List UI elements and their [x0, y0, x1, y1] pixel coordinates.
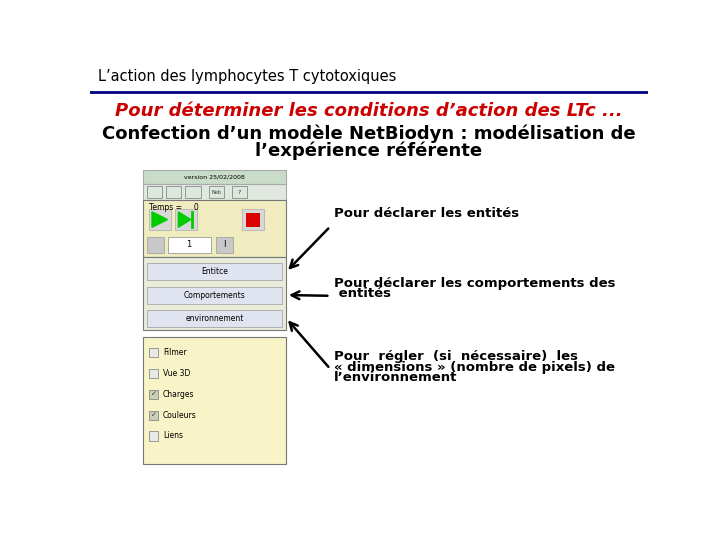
Polygon shape	[152, 212, 168, 227]
Text: Pour déterminer les conditions d’action des LTc ...: Pour déterminer les conditions d’action …	[115, 102, 623, 120]
Text: 1: 1	[186, 240, 192, 249]
Text: l’expérience référente: l’expérience référente	[256, 142, 482, 160]
Text: L’action des lymphocytes T cytotoxiques: L’action des lymphocytes T cytotoxiques	[98, 69, 396, 84]
Text: Confection d’un modèle NetBiodyn : modélisation de: Confection d’un modèle NetBiodyn : modél…	[102, 125, 636, 143]
Text: Pour déclarer les comportements des: Pour déclarer les comportements des	[334, 276, 616, 289]
FancyBboxPatch shape	[143, 170, 286, 184]
FancyBboxPatch shape	[143, 200, 286, 257]
Polygon shape	[179, 212, 191, 227]
FancyBboxPatch shape	[185, 186, 201, 198]
FancyBboxPatch shape	[216, 237, 233, 253]
FancyBboxPatch shape	[209, 186, 224, 198]
FancyBboxPatch shape	[147, 287, 282, 303]
FancyBboxPatch shape	[143, 336, 286, 464]
Text: l’environnement: l’environnement	[334, 372, 457, 384]
Text: Vue 3D: Vue 3D	[163, 369, 190, 378]
Text: Pour déclarer les entités: Pour déclarer les entités	[334, 207, 519, 220]
Text: Charges: Charges	[163, 390, 194, 399]
FancyBboxPatch shape	[232, 186, 248, 198]
Text: Pour  régler  (si  nécessaire)  les: Pour régler (si nécessaire) les	[334, 350, 578, 363]
Text: Temps =     0: Temps = 0	[149, 202, 199, 212]
Text: ✓: ✓	[150, 412, 156, 418]
Text: « dimensions » (nombre de pixels) de: « dimensions » (nombre de pixels) de	[334, 361, 615, 374]
FancyBboxPatch shape	[149, 348, 158, 357]
Text: ?: ?	[238, 190, 241, 195]
Text: environnement: environnement	[185, 314, 243, 322]
Text: Comportements: Comportements	[184, 291, 246, 300]
FancyBboxPatch shape	[149, 390, 158, 399]
FancyBboxPatch shape	[149, 369, 158, 378]
Text: Couleurs: Couleurs	[163, 410, 197, 420]
Text: Filmer: Filmer	[163, 348, 186, 357]
FancyBboxPatch shape	[149, 431, 158, 441]
Text: Liens: Liens	[163, 431, 183, 441]
FancyBboxPatch shape	[246, 213, 260, 226]
FancyBboxPatch shape	[168, 237, 211, 253]
FancyBboxPatch shape	[143, 184, 286, 200]
Text: Entitce: Entitce	[201, 267, 228, 276]
Text: ✓: ✓	[150, 392, 156, 397]
FancyBboxPatch shape	[149, 410, 158, 420]
Text: I: I	[224, 240, 226, 249]
FancyBboxPatch shape	[147, 264, 282, 280]
FancyBboxPatch shape	[147, 309, 282, 327]
Text: entités: entités	[334, 287, 391, 300]
FancyBboxPatch shape	[242, 209, 264, 231]
FancyBboxPatch shape	[147, 186, 162, 198]
FancyBboxPatch shape	[166, 186, 181, 198]
FancyBboxPatch shape	[147, 237, 163, 253]
FancyBboxPatch shape	[175, 209, 197, 231]
Text: Neb: Neb	[212, 190, 221, 195]
Text: version 25/02/2008: version 25/02/2008	[184, 175, 245, 180]
FancyBboxPatch shape	[143, 257, 286, 330]
FancyBboxPatch shape	[149, 209, 171, 231]
